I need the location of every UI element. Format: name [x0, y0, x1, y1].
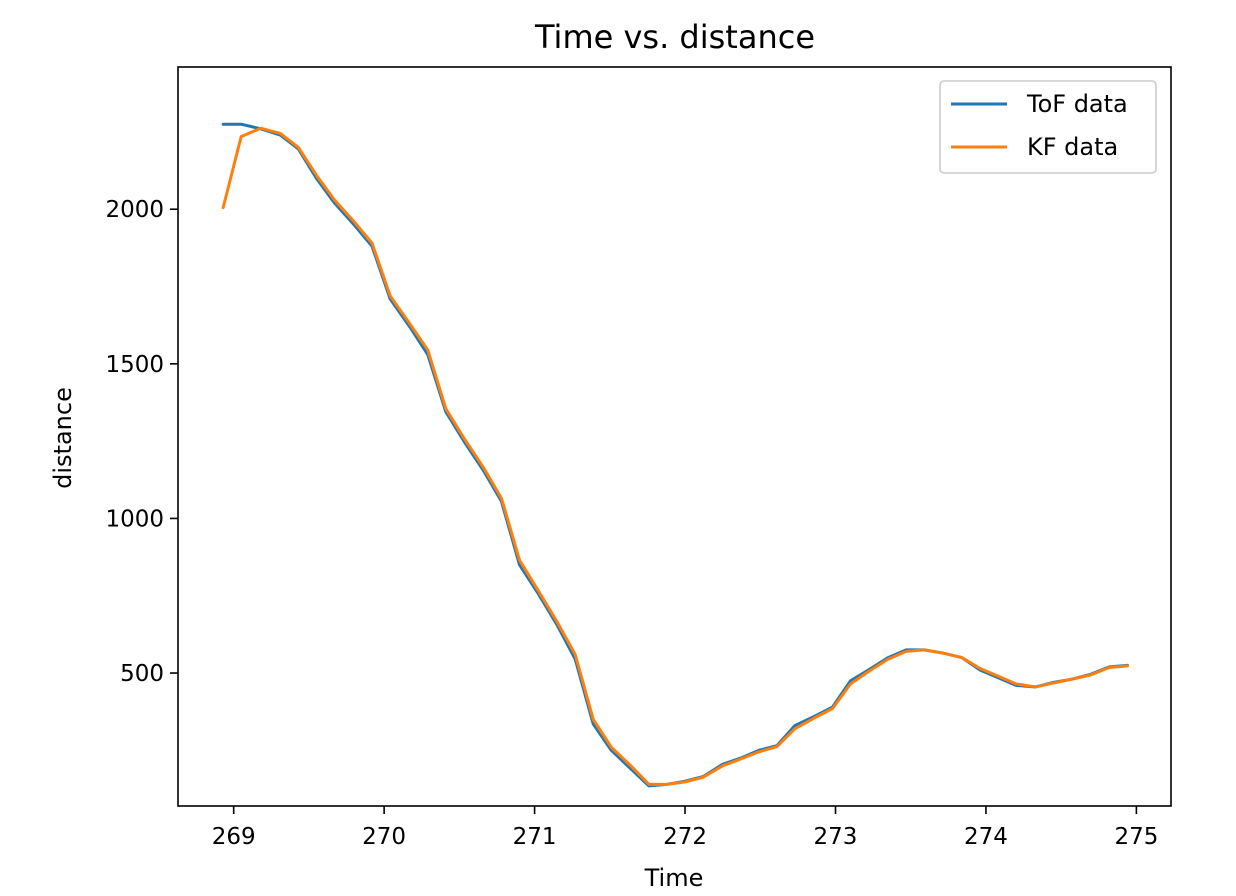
axes: 269 270 271 272 273 274 275 500 1000 1500 2000 — [105, 66, 1172, 850]
x-tick-label: 270 — [362, 824, 406, 850]
x-tick-label: 274 — [964, 824, 1008, 850]
chart-title: Time vs. distance — [534, 18, 815, 56]
series-line-2 — [221, 126, 1129, 786]
x-tick-label: 273 — [814, 824, 858, 850]
axes-frame — [177, 66, 1172, 807]
legend: ToF data KF data — [939, 80, 1157, 174]
plot-area — [221, 122, 1129, 788]
x-axis-label: Time — [644, 864, 704, 892]
y-tick-label: 500 — [120, 661, 164, 687]
y-tick-label: 2000 — [105, 197, 164, 223]
legend-label-2: KF data — [1027, 133, 1118, 161]
x-tick-label: 269 — [212, 824, 256, 850]
x-tick-label: 271 — [513, 824, 557, 850]
y-tick-label: 1000 — [105, 506, 164, 532]
x-tick-label: 272 — [663, 824, 707, 850]
y-axis-label: distance — [49, 387, 77, 489]
legend-label-1: ToF data — [1026, 90, 1128, 118]
y-tick-label: 1500 — [105, 352, 164, 378]
x-tick-label: 275 — [1114, 824, 1158, 850]
